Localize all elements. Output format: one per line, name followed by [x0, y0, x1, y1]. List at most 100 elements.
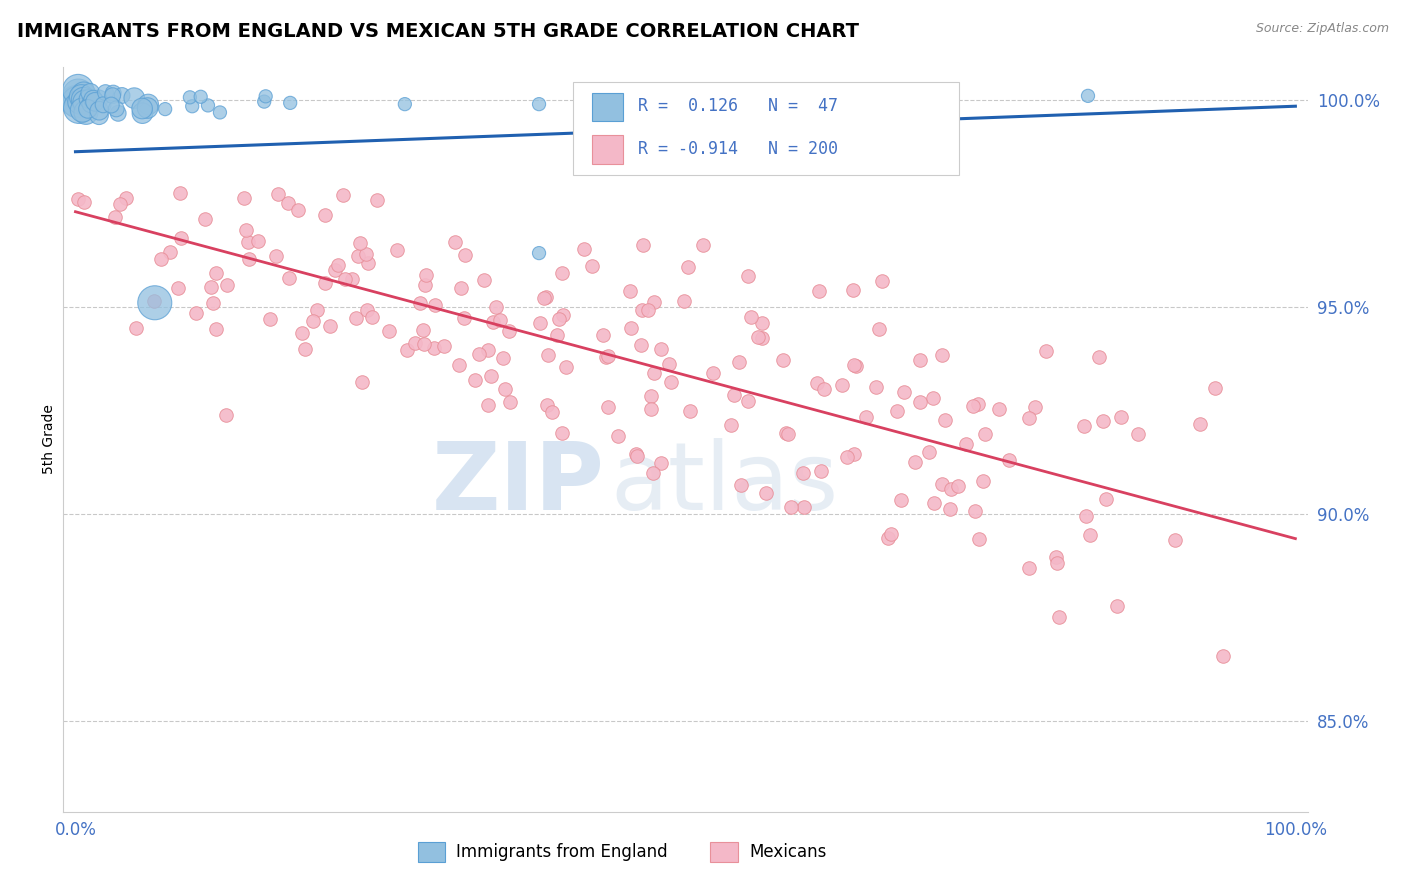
Point [868, 322, 890, 336]
Point [1018, 561, 1040, 575]
Point [208, 105, 231, 120]
Point [548, 312, 571, 326]
FancyBboxPatch shape [574, 82, 959, 175]
Point [111, 88, 134, 103]
Point [167, 281, 190, 295]
Point [385, 243, 408, 257]
Point [880, 527, 903, 541]
Point [200, 280, 222, 294]
Point [702, 366, 724, 380]
Point [464, 373, 486, 387]
Point [842, 447, 865, 461]
Point [131, 102, 153, 116]
Point [105, 102, 128, 116]
Point [69, 95, 91, 109]
Point [77, 92, 100, 106]
Point [72, 103, 94, 117]
Point [190, 90, 212, 104]
Point [966, 397, 988, 411]
Point [378, 324, 401, 338]
Point [485, 300, 508, 314]
Point [335, 271, 357, 285]
Point [581, 259, 603, 273]
Point [80, 96, 103, 111]
Point [659, 375, 682, 389]
Point [366, 193, 388, 207]
Point [630, 338, 652, 352]
Point [676, 260, 699, 275]
Point [946, 479, 969, 493]
Point [131, 106, 153, 120]
Point [65, 94, 87, 108]
Point [1024, 400, 1046, 414]
Point [302, 314, 325, 328]
Point [1188, 417, 1211, 431]
Point [340, 271, 363, 285]
Text: Source: ZipAtlas.com: Source: ZipAtlas.com [1256, 22, 1389, 36]
Point [962, 399, 984, 413]
Point [75, 105, 97, 120]
Point [813, 382, 835, 396]
Point [259, 312, 281, 326]
Point [125, 321, 148, 335]
Point [572, 242, 595, 256]
Point [94, 86, 117, 100]
Point [143, 295, 166, 310]
Point [499, 394, 522, 409]
Point [792, 467, 814, 481]
Point [181, 99, 204, 113]
Point [1046, 556, 1069, 570]
Point [772, 352, 794, 367]
Point [533, 291, 555, 305]
Point [922, 496, 945, 510]
Point [551, 426, 574, 441]
Point [114, 191, 136, 205]
Point [332, 187, 354, 202]
Point [939, 482, 962, 496]
Point [170, 231, 193, 245]
Point [394, 97, 416, 112]
Point [1092, 414, 1115, 428]
Point [775, 425, 797, 440]
Y-axis label: 5th Grade: 5th Grade [42, 404, 56, 475]
Point [498, 324, 520, 338]
Point [607, 429, 630, 443]
Point [449, 359, 471, 373]
Point [555, 359, 578, 374]
Point [66, 95, 89, 110]
Point [720, 418, 742, 433]
Point [793, 500, 815, 514]
Point [537, 347, 560, 361]
Point [870, 274, 893, 288]
Point [108, 196, 131, 211]
Point [73, 195, 96, 210]
Point [963, 503, 986, 517]
Point [354, 247, 377, 261]
Text: R =  0.126   N =  47: R = 0.126 N = 47 [638, 97, 838, 115]
Text: R = -0.914   N = 200: R = -0.914 N = 200 [638, 140, 838, 158]
Point [122, 91, 145, 105]
Point [536, 399, 558, 413]
Point [264, 249, 287, 263]
Point [294, 342, 316, 356]
Point [100, 98, 122, 112]
Point [737, 393, 759, 408]
Point [904, 455, 927, 469]
Point [1212, 649, 1234, 664]
Point [810, 464, 832, 478]
Point [551, 266, 574, 280]
Point [1204, 381, 1226, 395]
Point [395, 343, 418, 358]
Point [344, 310, 367, 325]
Point [415, 268, 437, 282]
Point [1073, 419, 1095, 434]
Point [650, 456, 672, 470]
Point [890, 493, 912, 508]
Point [70, 89, 93, 103]
Point [620, 321, 643, 335]
Point [1088, 350, 1111, 364]
Point [1095, 492, 1118, 507]
Point [77, 102, 100, 116]
Point [479, 369, 502, 384]
Point [835, 450, 858, 464]
